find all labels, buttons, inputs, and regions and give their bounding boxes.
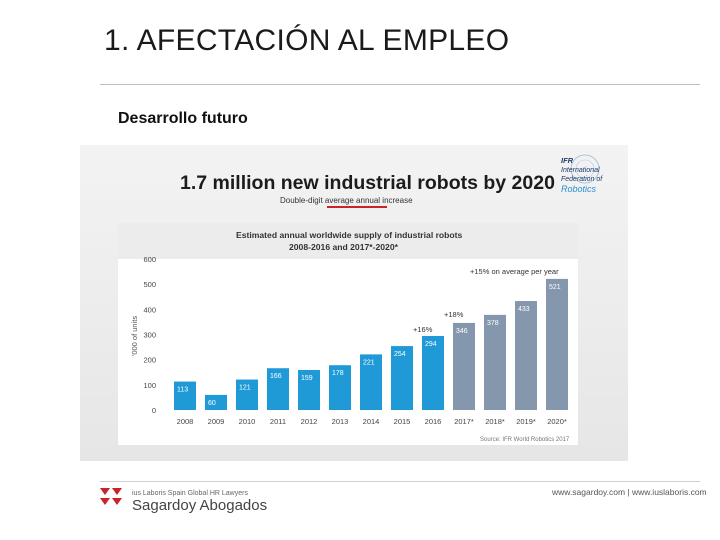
value-label: 378 xyxy=(487,320,499,327)
bar-2014 xyxy=(360,354,382,410)
bar-2012 xyxy=(298,369,320,410)
value-label: 121 xyxy=(239,385,251,392)
bar-2013 xyxy=(329,365,351,410)
brand-name: Sagardoy Abogados xyxy=(132,497,268,514)
y-tick-label: 500 xyxy=(143,280,156,289)
value-label: 521 xyxy=(549,284,561,291)
ifr-logo-line-2: International xyxy=(561,167,600,174)
y-tick-label: 600 xyxy=(143,255,156,264)
bar-2015 xyxy=(391,346,413,410)
value-label: 159 xyxy=(301,375,313,382)
ifr-logo-line-3: Federation of xyxy=(561,176,603,183)
source-note: Source: IFR World Robotics 2017 xyxy=(480,437,570,443)
y-tick-label: 300 xyxy=(143,331,156,340)
value-label: 178 xyxy=(332,370,344,377)
bar-2010 xyxy=(236,379,258,410)
title-divider xyxy=(100,84,700,85)
value-label: 113 xyxy=(177,387,188,394)
ifr-logo: IFR International Federation of Robotics xyxy=(561,154,603,194)
bars xyxy=(174,278,568,410)
y-axis-label: '000 of units xyxy=(130,316,139,356)
infographic-tagline: Double-digit average annual increase xyxy=(280,196,413,205)
value-label: 221 xyxy=(363,359,375,366)
x-tick-label: 2018* xyxy=(485,417,505,426)
x-tick-label: 2020* xyxy=(547,417,567,426)
footer-divider xyxy=(100,481,700,482)
bar-2009 xyxy=(205,394,227,410)
sagardoy-logo-icon xyxy=(98,484,126,515)
brand-tagline: ius Laboris Spain Global HR Lawyers xyxy=(132,490,248,497)
y-tick-label: 400 xyxy=(143,305,156,314)
chart-title: Estimated annual worldwide supply of ind… xyxy=(236,230,463,240)
x-tick-label: 2013 xyxy=(332,417,349,426)
bar-2019 xyxy=(515,301,537,410)
bar-2008 xyxy=(174,381,196,410)
y-tick-label: 100 xyxy=(143,381,156,390)
robot-supply-chart: 1.7 million new industrial robots by 202… xyxy=(118,154,603,445)
x-tick-label: 2016 xyxy=(425,417,442,426)
value-labels: 113 60 121 166 159 178 221 254 294 346 378 433 521 xyxy=(177,284,561,407)
tagline-underline xyxy=(327,206,387,208)
ifr-logo-script: Robotics xyxy=(561,184,597,194)
x-tick-label: 2010 xyxy=(239,417,256,426)
annotation-growth-2017: +18% xyxy=(444,310,464,319)
ifr-logo-line-1: IFR xyxy=(561,156,574,165)
bar-2011 xyxy=(267,368,289,410)
x-tick-label: 2009 xyxy=(208,417,225,426)
bar-2020 xyxy=(546,278,568,410)
slide-subtitle: Desarrollo futuro xyxy=(118,110,248,127)
chart-subtitle: 2008-2016 and 2017*-2020* xyxy=(289,242,399,252)
x-tick-label: 2012 xyxy=(301,417,318,426)
y-tick-label: 0 xyxy=(152,406,156,415)
infographic-headline: 1.7 million new industrial robots by 202… xyxy=(180,172,555,194)
y-tick-label: 200 xyxy=(143,356,156,365)
value-label: 60 xyxy=(208,400,216,407)
x-tick-label: 2014 xyxy=(363,417,380,426)
value-label: 346 xyxy=(456,328,468,335)
footer-links: www.sagardoy.com | www.iuslaboris.com xyxy=(552,487,707,497)
x-tick-label: 2015 xyxy=(394,417,411,426)
bar-2018 xyxy=(484,314,506,410)
y-axis-ticks: 0 100 200 300 400 500 600 xyxy=(143,255,156,415)
chart-title-band xyxy=(118,223,578,259)
x-tick-label: 2011 xyxy=(270,417,286,426)
infographic-panel: 1.7 million new industrial robots by 202… xyxy=(80,145,628,461)
annotation-growth-2016: +16% xyxy=(413,325,433,334)
bar-2016 xyxy=(422,336,444,410)
value-label: 433 xyxy=(518,306,530,313)
x-tick-label: 2017* xyxy=(454,417,474,426)
bar-2017 xyxy=(453,322,475,410)
x-tick-label: 2008 xyxy=(177,417,194,426)
value-label: 294 xyxy=(425,341,437,348)
value-label: 166 xyxy=(270,373,282,380)
x-axis-ticks: 2008 2009 2010 2011 2012 2013 2014 2015 2016 2017… xyxy=(177,417,567,426)
x-tick-label: 2019* xyxy=(516,417,536,426)
value-label: 254 xyxy=(394,351,406,358)
slide-title: 1. AFECTACIÓN AL EMPLEO xyxy=(104,24,510,57)
annotation-average-growth: +15% on average per year xyxy=(470,267,559,276)
